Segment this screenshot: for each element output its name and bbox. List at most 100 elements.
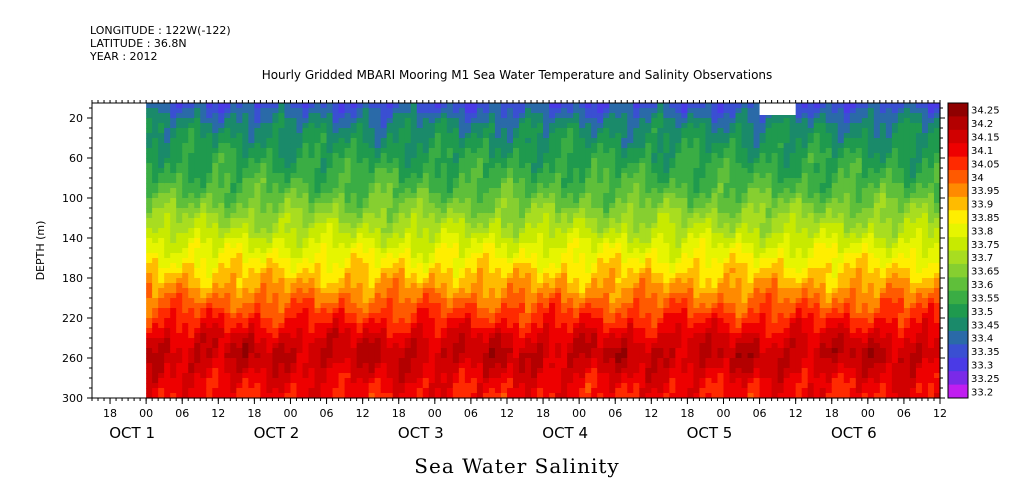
heatmap-cell xyxy=(446,358,454,364)
heatmap-cell xyxy=(338,178,346,184)
heatmap-cell xyxy=(458,193,466,199)
heatmap-cell xyxy=(236,293,243,299)
heatmap-cell xyxy=(350,348,358,354)
heatmap-cell xyxy=(470,273,478,279)
heatmap-cell xyxy=(320,293,328,299)
heatmap-cell xyxy=(440,198,448,204)
heatmap-cell xyxy=(164,223,171,229)
heatmap-cell xyxy=(609,243,616,249)
heatmap-cell xyxy=(488,338,496,344)
heatmap-cell xyxy=(549,318,556,324)
heatmap-cell xyxy=(218,243,225,249)
heatmap-cell xyxy=(519,203,526,209)
heatmap-cell xyxy=(422,253,430,259)
heatmap-cell xyxy=(344,328,352,334)
heatmap-cell xyxy=(615,108,622,114)
heatmap-cell xyxy=(224,228,231,234)
heatmap-cell xyxy=(338,218,346,224)
heatmap-cell xyxy=(332,213,340,219)
heatmap-cell xyxy=(296,343,304,349)
heatmap-cell xyxy=(543,218,550,224)
heatmap-cell xyxy=(170,253,177,259)
heatmap-cell xyxy=(452,193,460,199)
heatmap-cell xyxy=(302,113,310,119)
heatmap-cell xyxy=(314,363,322,369)
heatmap-cell xyxy=(525,313,532,319)
heatmap-cell xyxy=(585,313,592,319)
heatmap-cell xyxy=(188,238,195,244)
heatmap-cell xyxy=(464,373,472,379)
heatmap-cell xyxy=(428,273,436,279)
heatmap-cell xyxy=(440,173,448,179)
heatmap-cell xyxy=(344,393,352,399)
heatmap-cell xyxy=(272,328,280,334)
heatmap-cell xyxy=(531,213,538,219)
heatmap-cell xyxy=(260,308,268,314)
heatmap-cell xyxy=(218,393,225,399)
heatmap-cell xyxy=(212,388,219,394)
heatmap-cell xyxy=(573,118,580,124)
heatmap-cell xyxy=(308,178,316,184)
heatmap-cell xyxy=(482,168,490,174)
heatmap-cell xyxy=(254,128,261,134)
heatmap-cell xyxy=(591,158,598,164)
heatmap-cell xyxy=(531,228,538,234)
heatmap-cell xyxy=(585,363,592,369)
heatmap-cell xyxy=(645,338,652,344)
heatmap-cell xyxy=(266,393,274,399)
heatmap-cell xyxy=(494,263,502,269)
heatmap-cell xyxy=(446,318,454,324)
heatmap-cell xyxy=(422,238,430,244)
heatmap-cell xyxy=(645,223,652,229)
heatmap-cell xyxy=(242,183,249,189)
heatmap-cell xyxy=(206,308,213,314)
heatmap-cell xyxy=(627,363,634,369)
heatmap-cell xyxy=(603,103,610,109)
heatmap-cell xyxy=(434,128,442,134)
heatmap-cell xyxy=(404,353,412,359)
heatmap-cell xyxy=(164,138,171,144)
heatmap-cell xyxy=(639,323,646,329)
heatmap-cell xyxy=(218,178,225,184)
heatmap-cell xyxy=(362,353,370,359)
heatmap-cell xyxy=(332,138,340,144)
heatmap-cell xyxy=(266,323,274,329)
heatmap-cell xyxy=(633,153,640,159)
heatmap-cell xyxy=(218,148,225,154)
heatmap-cell xyxy=(446,368,454,374)
heatmap-cell xyxy=(645,318,652,324)
heatmap-cell xyxy=(561,238,568,244)
heatmap-cell xyxy=(488,113,496,119)
heatmap-cell xyxy=(440,283,448,289)
heatmap-cell xyxy=(362,208,370,214)
heatmap-cell xyxy=(621,238,628,244)
heatmap-cell xyxy=(218,108,225,114)
heatmap-cell xyxy=(332,283,340,289)
heatmap-cell xyxy=(410,113,418,119)
heatmap-cell xyxy=(242,233,249,239)
heatmap-cell xyxy=(176,388,183,394)
heatmap-cell xyxy=(434,178,442,184)
heatmap-cell xyxy=(272,233,280,239)
heatmap-cell xyxy=(158,343,165,349)
heatmap-cell xyxy=(422,198,430,204)
heatmap-cell xyxy=(543,278,550,284)
heatmap-cell xyxy=(422,343,430,349)
heatmap-cell xyxy=(633,118,640,124)
heatmap-cell xyxy=(368,383,376,389)
heatmap-cell xyxy=(440,363,448,369)
heatmap-cell xyxy=(248,223,255,229)
heatmap-cell xyxy=(567,293,574,299)
heatmap-cell xyxy=(585,308,592,314)
heatmap-cell xyxy=(206,278,213,284)
heatmap-cell xyxy=(482,173,490,179)
heatmap-cell xyxy=(230,243,237,249)
heatmap-cell xyxy=(500,313,508,319)
heatmap-cell xyxy=(320,278,328,284)
heatmap-cell xyxy=(567,348,574,354)
heatmap-cell xyxy=(200,168,207,174)
heatmap-cell xyxy=(254,358,261,364)
heatmap-cell xyxy=(609,318,616,324)
heatmap-cell xyxy=(290,233,298,239)
heatmap-cell xyxy=(392,193,400,199)
